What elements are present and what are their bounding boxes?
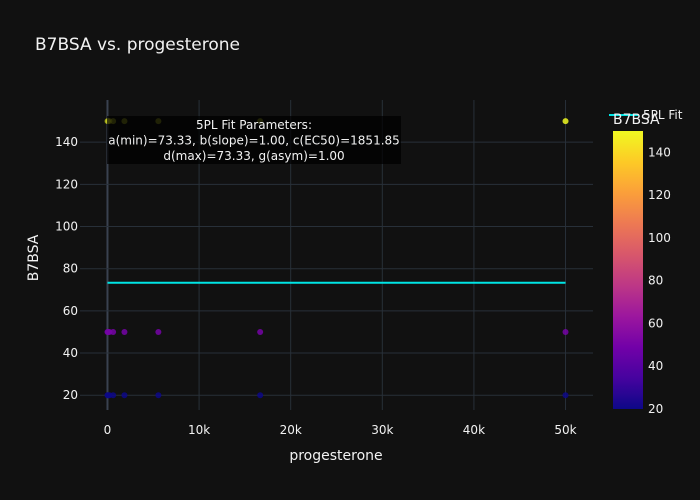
colorbar-tick-label: 120 xyxy=(648,188,671,202)
data-point xyxy=(110,392,117,399)
x-tick-label: 0 xyxy=(104,423,112,437)
x-tick-labels: 0 10k 20k 30k 40k 50k xyxy=(104,423,577,437)
annotation-box xyxy=(107,116,401,164)
data-point xyxy=(121,328,128,335)
data-point xyxy=(121,392,128,399)
colorbar-bar xyxy=(613,131,643,409)
colorbar-tick-label: 80 xyxy=(648,274,663,288)
y-tick-label: 60 xyxy=(63,304,78,318)
data-point xyxy=(110,328,117,335)
data-point xyxy=(257,328,264,335)
y-tick-label: 100 xyxy=(55,220,78,234)
colorbar: B7BSA 20 40 60 80 100 120 140 xyxy=(613,112,671,416)
data-point xyxy=(155,328,162,335)
data-point xyxy=(562,118,569,125)
y-tick-label: 40 xyxy=(63,346,78,360)
fit-annotation: 5PL Fit Parameters: a(min)=73.33, b(slope… xyxy=(107,116,401,164)
colorbar-tick-label: 100 xyxy=(648,231,671,245)
y-tick-label: 120 xyxy=(55,177,78,191)
colorbar-title: B7BSA xyxy=(613,112,660,128)
annotation-line: 5PL Fit Parameters: xyxy=(196,118,312,132)
data-point xyxy=(155,392,162,399)
x-tick-label: 20k xyxy=(280,423,302,437)
colorbar-tick-label: 60 xyxy=(648,316,663,330)
annotation-line: d(max)=73.33, g(asym)=1.00 xyxy=(163,149,344,163)
y-tick-label: 80 xyxy=(63,262,78,276)
y-tick-label: 140 xyxy=(55,135,78,149)
chart-title: B7BSA vs. progesterone xyxy=(35,35,240,55)
y-tick-labels: 20 40 60 80 100 120 140 xyxy=(55,135,78,402)
x-tick-label: 30k xyxy=(371,423,393,437)
data-point xyxy=(562,392,569,399)
legend[interactable]: 5PL Fit xyxy=(609,108,683,122)
legend-label-5pl-fit: 5PL Fit xyxy=(643,108,683,122)
colorbar-tick-label: 40 xyxy=(648,359,663,373)
y-tick-label: 20 xyxy=(63,388,78,402)
x-tick-label: 50k xyxy=(554,423,576,437)
colorbar-tick-label: 140 xyxy=(648,145,671,159)
x-tick-label: 40k xyxy=(463,423,485,437)
annotation-line: a(min)=73.33, b(slope)=1.00, c(EC50)=185… xyxy=(108,134,400,148)
data-point xyxy=(257,392,264,399)
x-axis-label: progesterone xyxy=(289,448,382,464)
data-point xyxy=(562,328,569,335)
x-tick-label: 10k xyxy=(188,423,210,437)
y-axis-label: B7BSA xyxy=(26,234,42,281)
colorbar-tick-label: 20 xyxy=(648,402,663,416)
